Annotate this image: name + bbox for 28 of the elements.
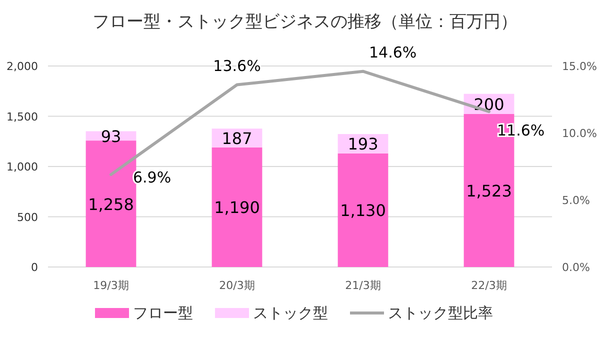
- bar: [212, 147, 262, 267]
- data-label: 193: [348, 134, 378, 154]
- data-label: 14.6%: [369, 43, 417, 62]
- legend-label: ストック型比率: [388, 304, 493, 322]
- y2-tick-label: 10.0%: [562, 127, 597, 140]
- y2-tick-label: 5.0%: [562, 194, 590, 207]
- chart-title: フロー型・ストック型ビジネスの推移（単位：百万円）: [92, 12, 518, 32]
- y-tick-label: 2,000: [6, 60, 38, 73]
- y-tick-label: 0: [31, 261, 38, 274]
- y2-tick-label: 0.0%: [562, 261, 590, 274]
- data-label: 1,130: [340, 201, 386, 220]
- data-label: 93: [100, 126, 122, 146]
- data-label: 1,523: [466, 181, 512, 200]
- y-tick-label: 1,500: [6, 110, 38, 124]
- data-label: 187: [222, 129, 252, 148]
- y2-tick-label: 15.0%: [562, 60, 597, 73]
- x-tick-label: 21/3期: [345, 279, 381, 292]
- data-label: 13.6%: [213, 56, 261, 75]
- x-tick-label: 22/3期: [471, 279, 507, 292]
- data-label: 1,190: [214, 198, 260, 218]
- bar: [338, 153, 388, 267]
- x-tick-label: 19/3期: [93, 279, 129, 292]
- legend-label: ストック型: [253, 304, 328, 322]
- x-tick-label: 20/3期: [219, 279, 255, 292]
- y-tick-label: 1,000: [6, 160, 38, 174]
- legend-label: フロー型: [133, 304, 193, 322]
- y-tick-label: 500: [17, 210, 38, 224]
- data-label: 1,258: [88, 194, 134, 214]
